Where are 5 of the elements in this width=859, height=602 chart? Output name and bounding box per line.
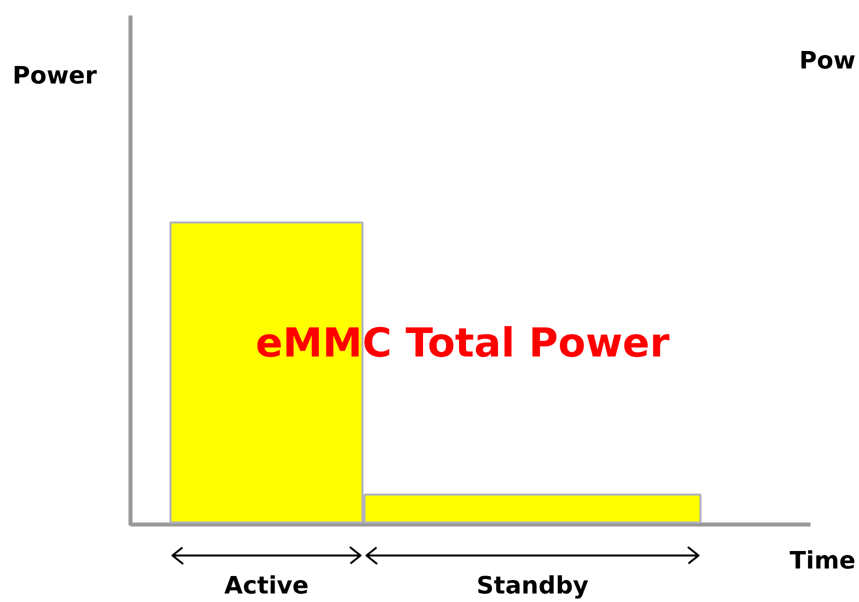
x-tick-label: Standby xyxy=(476,572,589,600)
text: Pow xyxy=(799,46,856,74)
x-axis-title: Time xyxy=(790,546,856,574)
x-tick-label: Active xyxy=(224,572,309,600)
text: Power xyxy=(12,62,98,90)
